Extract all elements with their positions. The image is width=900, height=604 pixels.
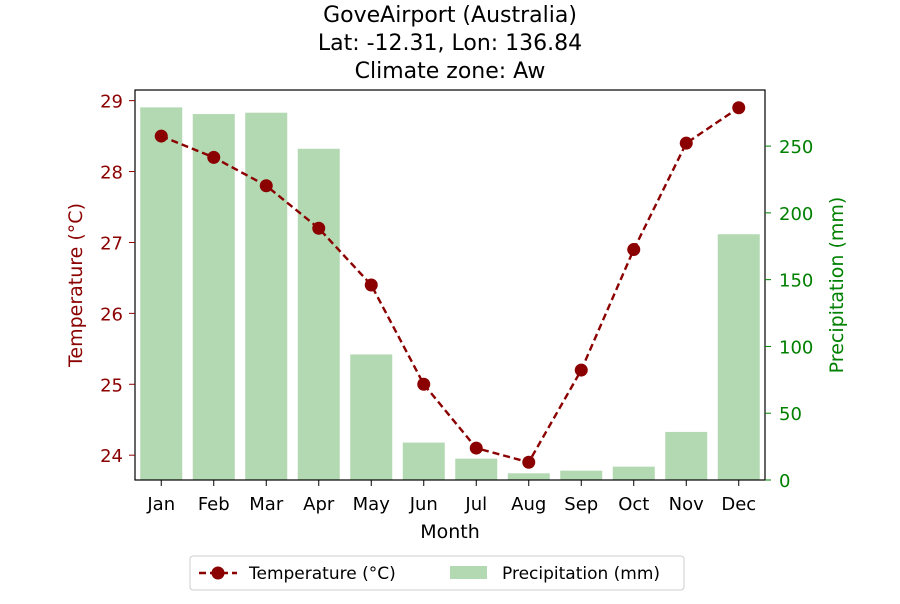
x-tick-label-may: May: [353, 494, 391, 515]
legend-precipitation-label: Precipitation (mm): [502, 564, 660, 584]
temperature-point-apr: [312, 221, 326, 235]
x-tick-label-nov: Nov: [669, 494, 704, 515]
precipitation-bar-dec: [717, 234, 760, 480]
y-right-tick-label: 250: [779, 137, 813, 158]
x-axis-ticks: Jan Feb Mar Apr May Jun Jul Aug Sep Oct Nov Dec: [146, 480, 756, 515]
temperature-point-nov: [679, 136, 693, 150]
precipitation-bar-jan: [140, 107, 183, 481]
y-left-tick-label: 26: [100, 304, 123, 325]
title-line-coordinates: Lat: -12.31, Lon: 136.84: [318, 31, 582, 56]
precipitation-bar-aug: [507, 473, 550, 480]
precipitation-bar-mar: [245, 112, 288, 481]
legend-temperature-marker: [211, 566, 225, 580]
y-left-tick-label: 25: [100, 375, 123, 396]
temperature-point-aug: [522, 455, 536, 469]
title-line-climate-zone: Climate zone: Aw: [355, 59, 546, 84]
y-right-tick-label: 50: [779, 404, 802, 425]
x-tick-label-apr: Apr: [303, 494, 335, 515]
x-tick-label-dec: Dec: [721, 494, 756, 515]
precipitation-bar-nov: [665, 431, 708, 480]
x-tick-label-sep: Sep: [564, 494, 598, 515]
temperature-point-jun: [417, 377, 431, 391]
plot-frame: [134, 89, 766, 481]
x-tick-label-jul: Jul: [464, 494, 487, 515]
x-tick-label-mar: Mar: [249, 494, 284, 515]
legend: Temperature (°C) Precipitation (mm): [189, 555, 685, 591]
y-right-tick-label: 100: [779, 337, 813, 358]
y-right-tick-label: 150: [779, 271, 813, 292]
chart-title: GoveAirport (Australia) Lat: -12.31, Lon…: [318, 3, 582, 84]
legend-precipitation-swatch: [450, 566, 487, 579]
y-right-tick-label: 200: [779, 204, 813, 225]
x-tick-label-jun: Jun: [409, 494, 438, 515]
legend-box: [189, 555, 685, 591]
temperature-point-dec: [732, 101, 746, 115]
y-left-tick-label: 24: [100, 446, 123, 467]
precipitation-bar-jul: [455, 458, 498, 480]
precipitation-bar-feb: [192, 114, 235, 480]
y-right-tick-label: 0: [779, 471, 790, 492]
y-left-tick-label: 28: [100, 163, 123, 184]
temperature-point-oct: [627, 243, 641, 257]
x-tick-label-feb: Feb: [198, 494, 230, 515]
y-axis-left-ticks: 24 25 26 27 28 29: [100, 92, 135, 467]
temperature-line-layer: [154, 101, 746, 469]
temperature-point-mar: [259, 179, 273, 193]
y-axis-left-label: Temperature (°C): [65, 203, 87, 368]
legend-temperature-label: Temperature (°C): [248, 564, 396, 584]
temperature-point-sep: [574, 363, 588, 377]
temperature-point-may: [364, 278, 378, 292]
y-axis-right-label: Precipitation (mm): [826, 197, 848, 374]
precipitation-bar-jun: [402, 442, 445, 480]
temperature-point-jan: [154, 129, 168, 143]
x-tick-label-aug: Aug: [511, 494, 546, 515]
y-left-tick-label: 29: [100, 92, 123, 113]
y-left-tick-label: 27: [100, 233, 123, 254]
precipitation-bar-oct: [612, 466, 655, 480]
y-axis-right-ticks: 0 50 100 150 200 250: [765, 137, 813, 492]
title-line-station: GoveAirport (Australia): [323, 3, 577, 28]
temperature-point-jul: [469, 441, 483, 455]
precipitation-bar-apr: [297, 148, 340, 480]
x-tick-label-jan: Jan: [146, 494, 175, 515]
x-tick-label-oct: Oct: [618, 494, 649, 515]
x-axis-label: Month: [420, 521, 480, 543]
precipitation-bar-sep: [560, 470, 603, 480]
precipitation-bar-may: [350, 354, 393, 480]
precipitation-bars: [140, 107, 760, 481]
temperature-point-feb: [207, 150, 221, 164]
